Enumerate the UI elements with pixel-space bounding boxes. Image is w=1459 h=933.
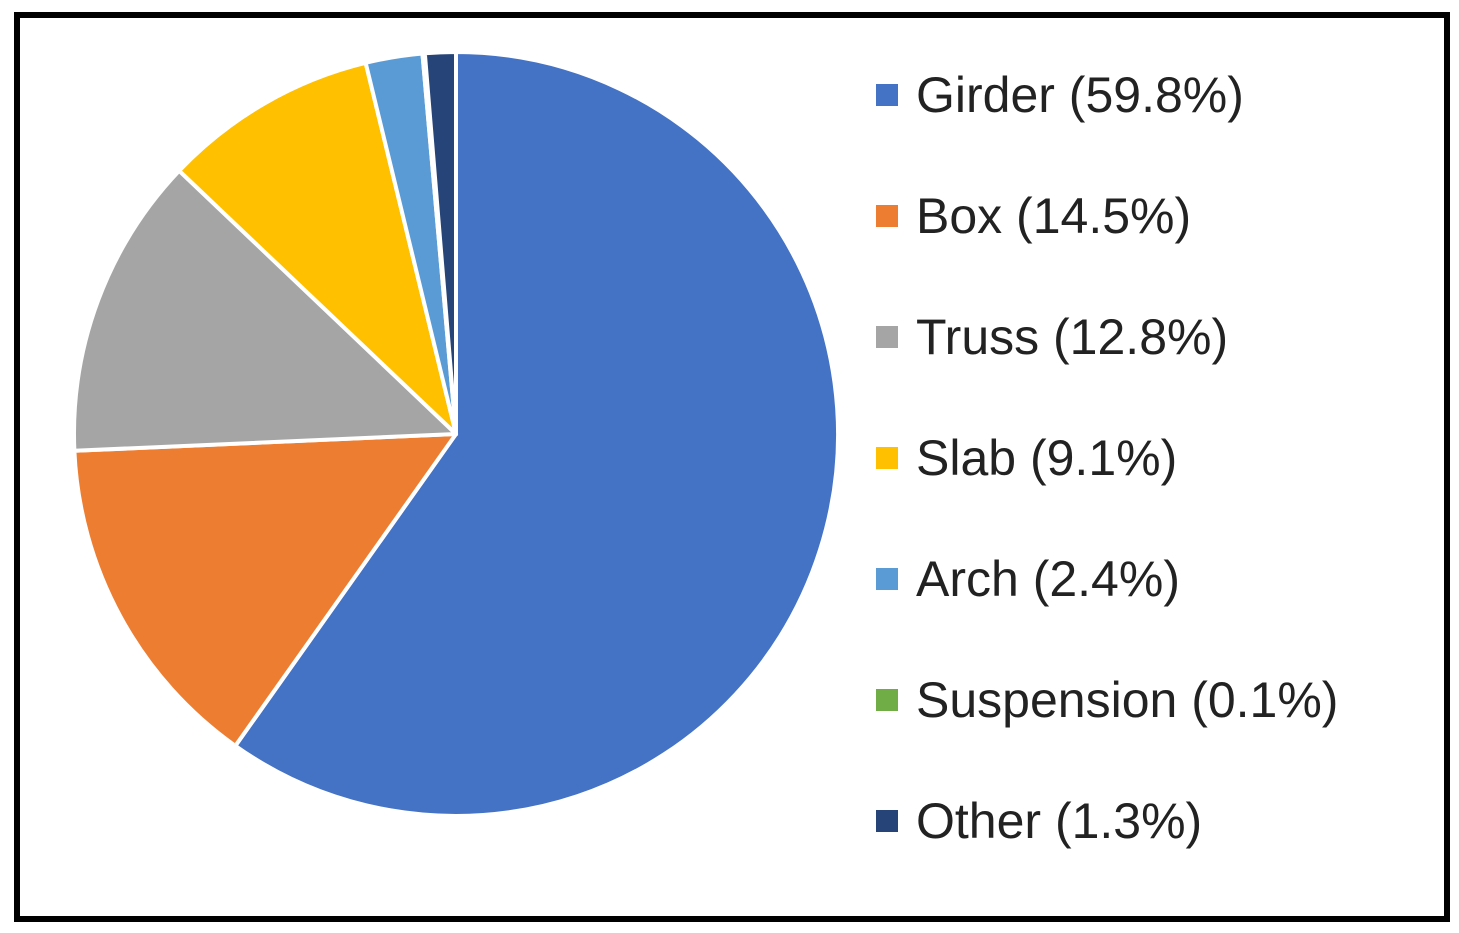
legend-swatch — [876, 447, 898, 469]
legend-item: Truss (12.8%) — [876, 302, 1228, 372]
legend-label: Other (1.3%) — [916, 793, 1203, 849]
legend-swatch — [876, 205, 898, 227]
legend-label: Truss (12.8%) — [916, 309, 1229, 365]
legend-item: Box (14.5%) — [876, 181, 1191, 251]
legend-item: Suspension (0.1%) — [876, 665, 1338, 735]
pie-slice-1 — [72, 432, 458, 748]
legend-label: Girder (59.8%) — [916, 67, 1244, 123]
legend-swatch — [876, 326, 898, 348]
pie-slice-6 — [422, 49, 458, 436]
pie-slices — [72, 49, 840, 818]
pie-slice-0 — [233, 50, 840, 818]
legend-item: Girder (59.8%) — [876, 60, 1244, 130]
legend-item: Arch (2.4%) — [876, 544, 1180, 614]
legend-swatch — [876, 689, 898, 711]
legend-item: Slab (9.1%) — [876, 423, 1177, 493]
legend-swatch — [876, 810, 898, 832]
legend-label: Slab (9.1%) — [916, 430, 1178, 486]
legend-label: Arch (2.4%) — [916, 551, 1180, 607]
pie-slice-2 — [72, 168, 458, 453]
legend-label: Box (14.5%) — [916, 188, 1192, 244]
legend-item: Other (1.3%) — [876, 786, 1202, 856]
legend-label: Suspension (0.1%) — [916, 672, 1339, 728]
legend-swatch — [876, 84, 898, 106]
legend-swatch — [876, 568, 898, 590]
